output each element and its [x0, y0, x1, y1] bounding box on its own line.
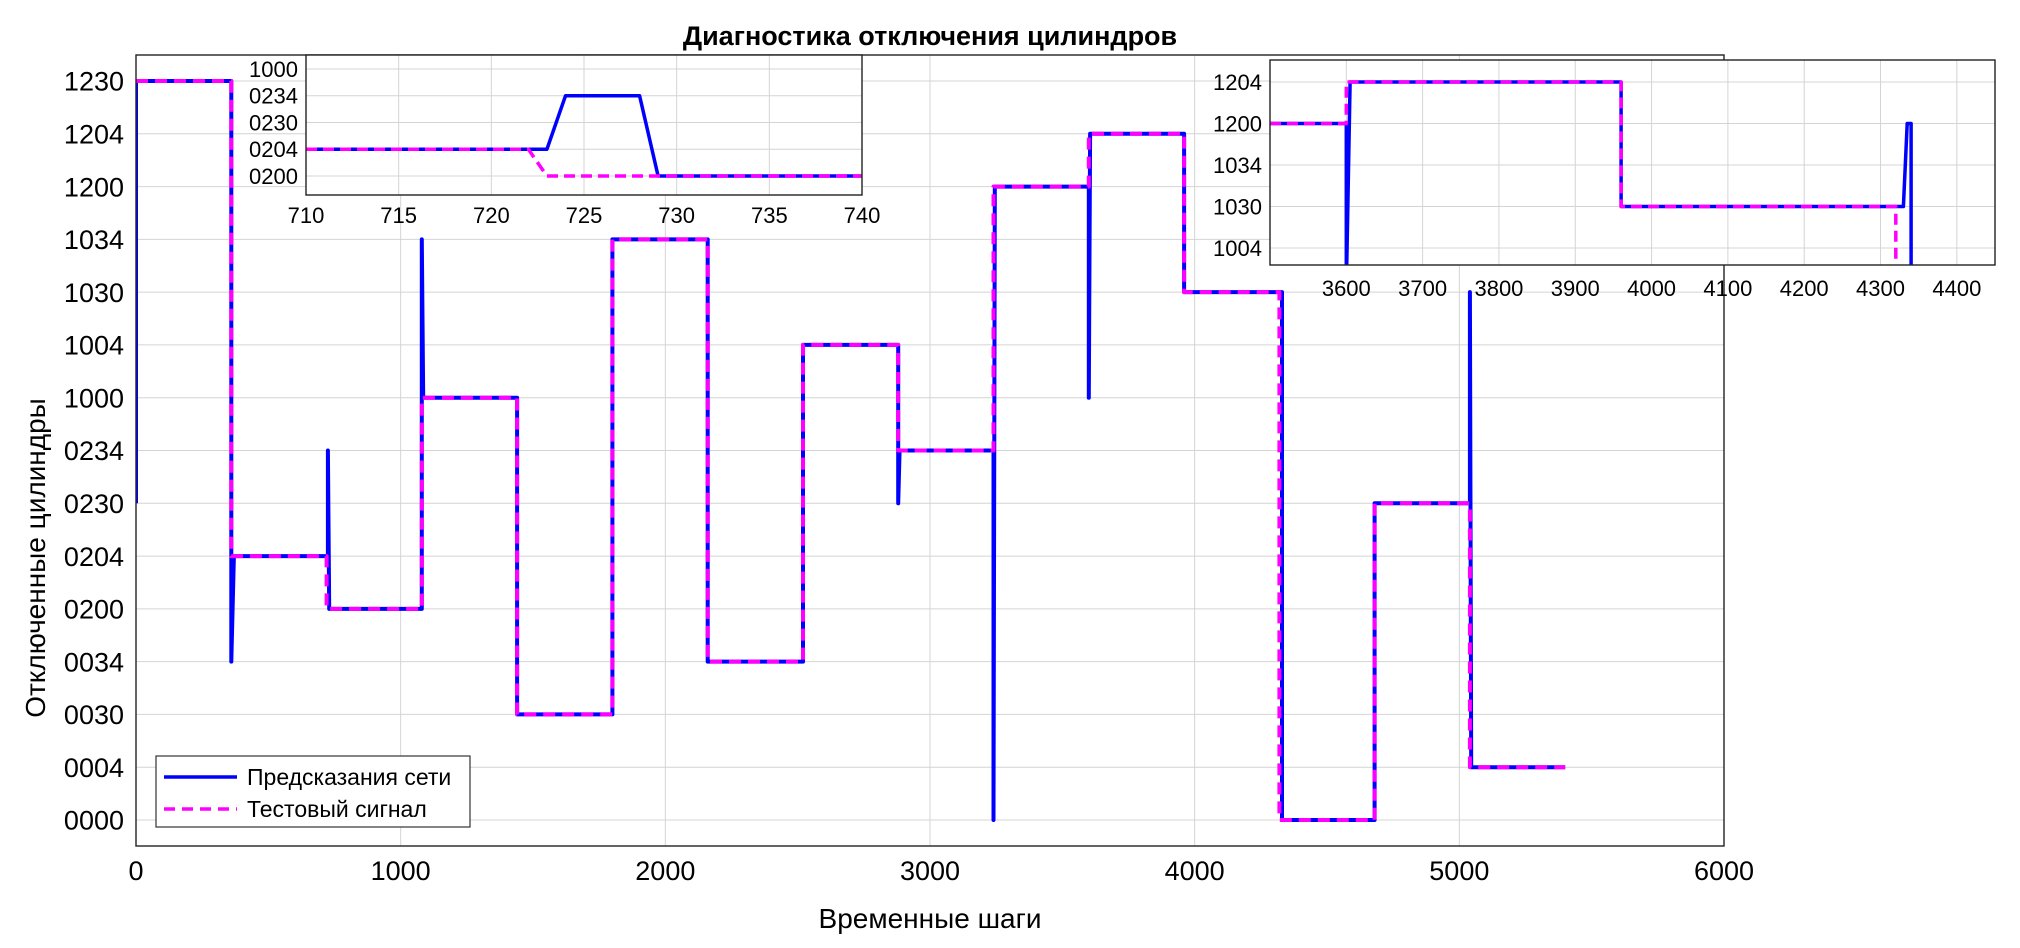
y-tick-label: 1204	[64, 120, 124, 150]
y-tick-label: 0204	[64, 542, 124, 572]
y-tick-label: 0200	[249, 164, 298, 189]
x-tick-label: 2000	[635, 856, 695, 886]
x-tick-label: 0	[128, 856, 143, 886]
y-tick-label: 0004	[64, 753, 124, 783]
x-tick-label: 725	[566, 203, 603, 228]
x-tick-label: 5000	[1429, 856, 1489, 886]
x-tick-label: 4300	[1856, 276, 1905, 301]
x-tick-label: 3000	[900, 856, 960, 886]
y-tick-label: 0230	[64, 489, 124, 519]
x-tick-label: 735	[751, 203, 788, 228]
x-tick-label: 715	[380, 203, 417, 228]
y-tick-label: 1200	[64, 172, 124, 202]
axes-frame	[305, 54, 863, 196]
legend-label-predictions: Предсказания сети	[247, 764, 451, 790]
y-tick-label: 0030	[64, 700, 124, 730]
legend: Предсказания сети Тестовый сигнал	[155, 755, 471, 828]
x-tick-label: 740	[844, 203, 881, 228]
series-line-test-signal	[1270, 80, 1898, 265]
x-tick-label: 4100	[1703, 276, 1752, 301]
plot-area	[1270, 60, 1995, 265]
x-tick-label: 720	[473, 203, 510, 228]
x-tick-label: 6000	[1694, 856, 1754, 886]
x-tick-label: 4200	[1780, 276, 1829, 301]
y-tick-label: 0200	[64, 595, 124, 625]
x-tick-label: 3600	[1322, 276, 1371, 301]
x-tick-label: 1000	[371, 856, 431, 886]
x-tick-label: 4400	[1932, 276, 1981, 301]
y-tick-label: 1030	[64, 278, 124, 308]
legend-label-test: Тестовый сигнал	[247, 796, 427, 822]
axes-frame	[135, 54, 1725, 847]
y-tick-label: 1004	[64, 331, 124, 361]
y-tick-label: 1000	[64, 383, 124, 413]
y-tick-label: 1004	[1213, 236, 1262, 261]
y-tick-label: 1030	[1213, 194, 1262, 219]
x-tick-label: 730	[658, 203, 695, 228]
y-tick-label: 0000	[64, 806, 124, 836]
x-tick-label: 710	[288, 203, 325, 228]
inset-zoom-right: 1004 1030 1034 1200 1204 3600 3700 3800 3900 4000…	[1213, 59, 1996, 301]
series-line-predictions	[1270, 80, 1913, 265]
y-axis-label: Отключенные цилиндры	[20, 398, 51, 718]
axes-frame	[1269, 59, 1996, 266]
x-tick-label: 4000	[1627, 276, 1676, 301]
y-tick-label: 1204	[1213, 70, 1262, 95]
y-tick-label: 0234	[64, 436, 124, 466]
y-tick-label: 1034	[1213, 153, 1262, 178]
series-line-test-signal	[306, 147, 862, 178]
y-tick-label: 1230	[64, 67, 124, 97]
y-tick-label: 0234	[249, 84, 298, 109]
x-tick-label: 4000	[1165, 856, 1225, 886]
y-tick-label: 1034	[64, 225, 124, 255]
y-tick-label: 0204	[249, 137, 298, 162]
chart-title: Диагностика отключения цилиндров	[683, 21, 1177, 51]
series-line-test-signal	[136, 79, 1566, 822]
x-tick-label: 3900	[1551, 276, 1600, 301]
y-tick-label: 1200	[1213, 111, 1262, 136]
x-tick-label: 3700	[1398, 276, 1447, 301]
x-tick-label: 3800	[1474, 276, 1523, 301]
y-tick-label: 0230	[249, 110, 298, 135]
y-tick-label: 0034	[64, 647, 124, 677]
x-axis-label: Временные шаги	[819, 903, 1042, 934]
y-tick-label: 1000	[249, 57, 298, 82]
legend-box	[155, 755, 471, 828]
